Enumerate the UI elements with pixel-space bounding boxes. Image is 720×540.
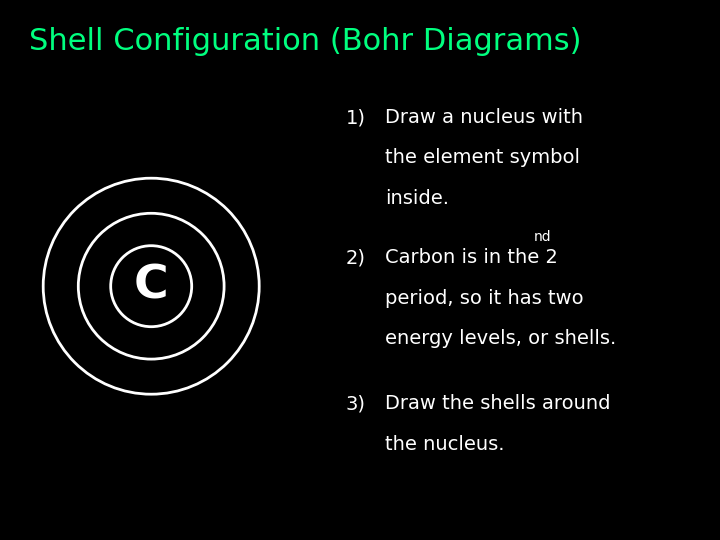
Text: Draw a nucleus with: Draw a nucleus with (385, 108, 583, 127)
Text: Shell Configuration (Bohr Diagrams): Shell Configuration (Bohr Diagrams) (29, 27, 581, 56)
Text: the nucleus.: the nucleus. (385, 435, 505, 454)
Text: Draw the shells around: Draw the shells around (385, 394, 611, 413)
Text: period, so it has two: period, so it has two (385, 289, 584, 308)
Text: nd: nd (534, 230, 552, 244)
Text: C: C (134, 264, 168, 309)
Text: inside.: inside. (385, 189, 449, 208)
Text: 1): 1) (346, 108, 366, 127)
Text: 3): 3) (346, 394, 366, 413)
Text: 2): 2) (346, 248, 366, 267)
Text: energy levels, or shells.: energy levels, or shells. (385, 329, 616, 348)
Text: the element symbol: the element symbol (385, 148, 580, 167)
Text: Carbon is in the 2: Carbon is in the 2 (385, 248, 558, 267)
